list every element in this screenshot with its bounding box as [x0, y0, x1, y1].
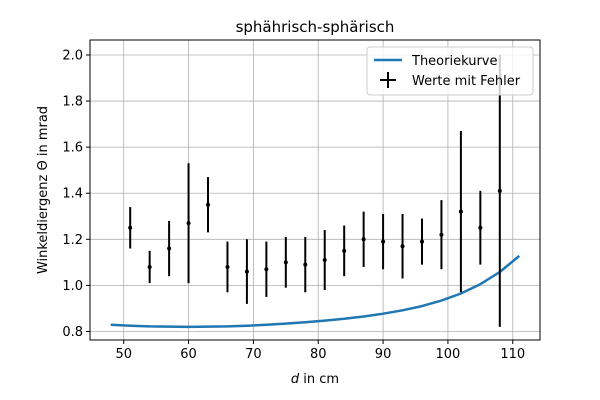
- plot-frame: [89, 39, 541, 341]
- data-point: [283, 237, 288, 288]
- data-point: [303, 237, 308, 293]
- point-marker: [497, 188, 502, 193]
- y-tick-label: 1.6: [62, 141, 83, 156]
- x-tick-label: 60: [180, 347, 197, 362]
- y-tick-label: 2.0: [62, 48, 83, 63]
- data-point: [478, 190, 483, 265]
- data-point: [244, 239, 249, 304]
- theory-curve-layer: [110, 254, 521, 329]
- point-marker: [147, 264, 152, 269]
- theory-curve: [110, 254, 521, 329]
- point-marker: [458, 209, 463, 214]
- legend-box: [366, 46, 534, 96]
- point-marker: [167, 246, 172, 251]
- y-axis: 0.8 1.0 1.2 1.4 1.6 1.8 2.0: [62, 48, 90, 340]
- legend: Theoriekurve Werte mit Fehler: [366, 46, 534, 96]
- data-point: [225, 241, 230, 293]
- x-axis-label-unit: in cm: [299, 372, 339, 387]
- data-point: [497, 54, 502, 327]
- data-point: [342, 225, 347, 277]
- point-marker: [264, 267, 269, 272]
- point-marker: [322, 258, 327, 263]
- data-point: [206, 177, 211, 233]
- point-marker: [186, 221, 191, 226]
- data-point: [186, 163, 191, 284]
- y-tick-label: 1.8: [62, 95, 83, 110]
- x-axis-label-variable: d: [291, 372, 300, 387]
- point-marker: [439, 232, 444, 237]
- x-tick-label: 90: [375, 347, 392, 362]
- y-tick-label: 1.4: [62, 187, 83, 202]
- x-axis-label: d in cm: [291, 372, 339, 387]
- y-tick-label: 1.0: [62, 279, 83, 294]
- y-tick-label: 1.2: [62, 233, 83, 248]
- y-axis-label: Winkeldiergenz Θ in mrad: [36, 106, 51, 274]
- point-marker: [303, 262, 308, 267]
- data-point: [322, 230, 327, 290]
- data-point: [419, 218, 424, 265]
- x-tick-label: 100: [436, 347, 461, 362]
- point-marker: [206, 202, 211, 207]
- data-point: [458, 131, 463, 293]
- x-tick-label: 50: [115, 347, 132, 362]
- point-marker: [128, 225, 133, 230]
- data-point: [439, 200, 444, 270]
- data-point: [381, 213, 386, 270]
- x-axis: 50 60 70 80 90 100 110: [115, 340, 525, 362]
- data-point: [400, 213, 405, 279]
- data-point: [128, 207, 133, 249]
- point-marker: [400, 244, 405, 249]
- point-marker: [361, 237, 366, 242]
- point-marker: [244, 269, 249, 274]
- point-marker: [342, 248, 347, 253]
- legend-label-points: Werte mit Fehler: [412, 74, 521, 89]
- point-marker: [419, 239, 424, 244]
- y-tick-label: 0.8: [62, 325, 83, 340]
- data-point: [264, 241, 269, 297]
- x-tick-label: 70: [245, 347, 262, 362]
- x-tick-label: 80: [310, 347, 327, 362]
- data-point: [167, 220, 172, 277]
- data-point: [361, 211, 366, 267]
- point-marker: [478, 225, 483, 230]
- point-marker: [225, 264, 230, 269]
- point-marker: [283, 260, 288, 265]
- chart-title: sphährisch-sphärisch: [236, 18, 395, 36]
- legend-label-theory: Theoriekurve: [411, 54, 498, 69]
- x-tick-label: 110: [500, 347, 525, 362]
- error-points-layer: [128, 54, 502, 327]
- point-marker: [381, 239, 386, 244]
- data-point: [147, 250, 152, 284]
